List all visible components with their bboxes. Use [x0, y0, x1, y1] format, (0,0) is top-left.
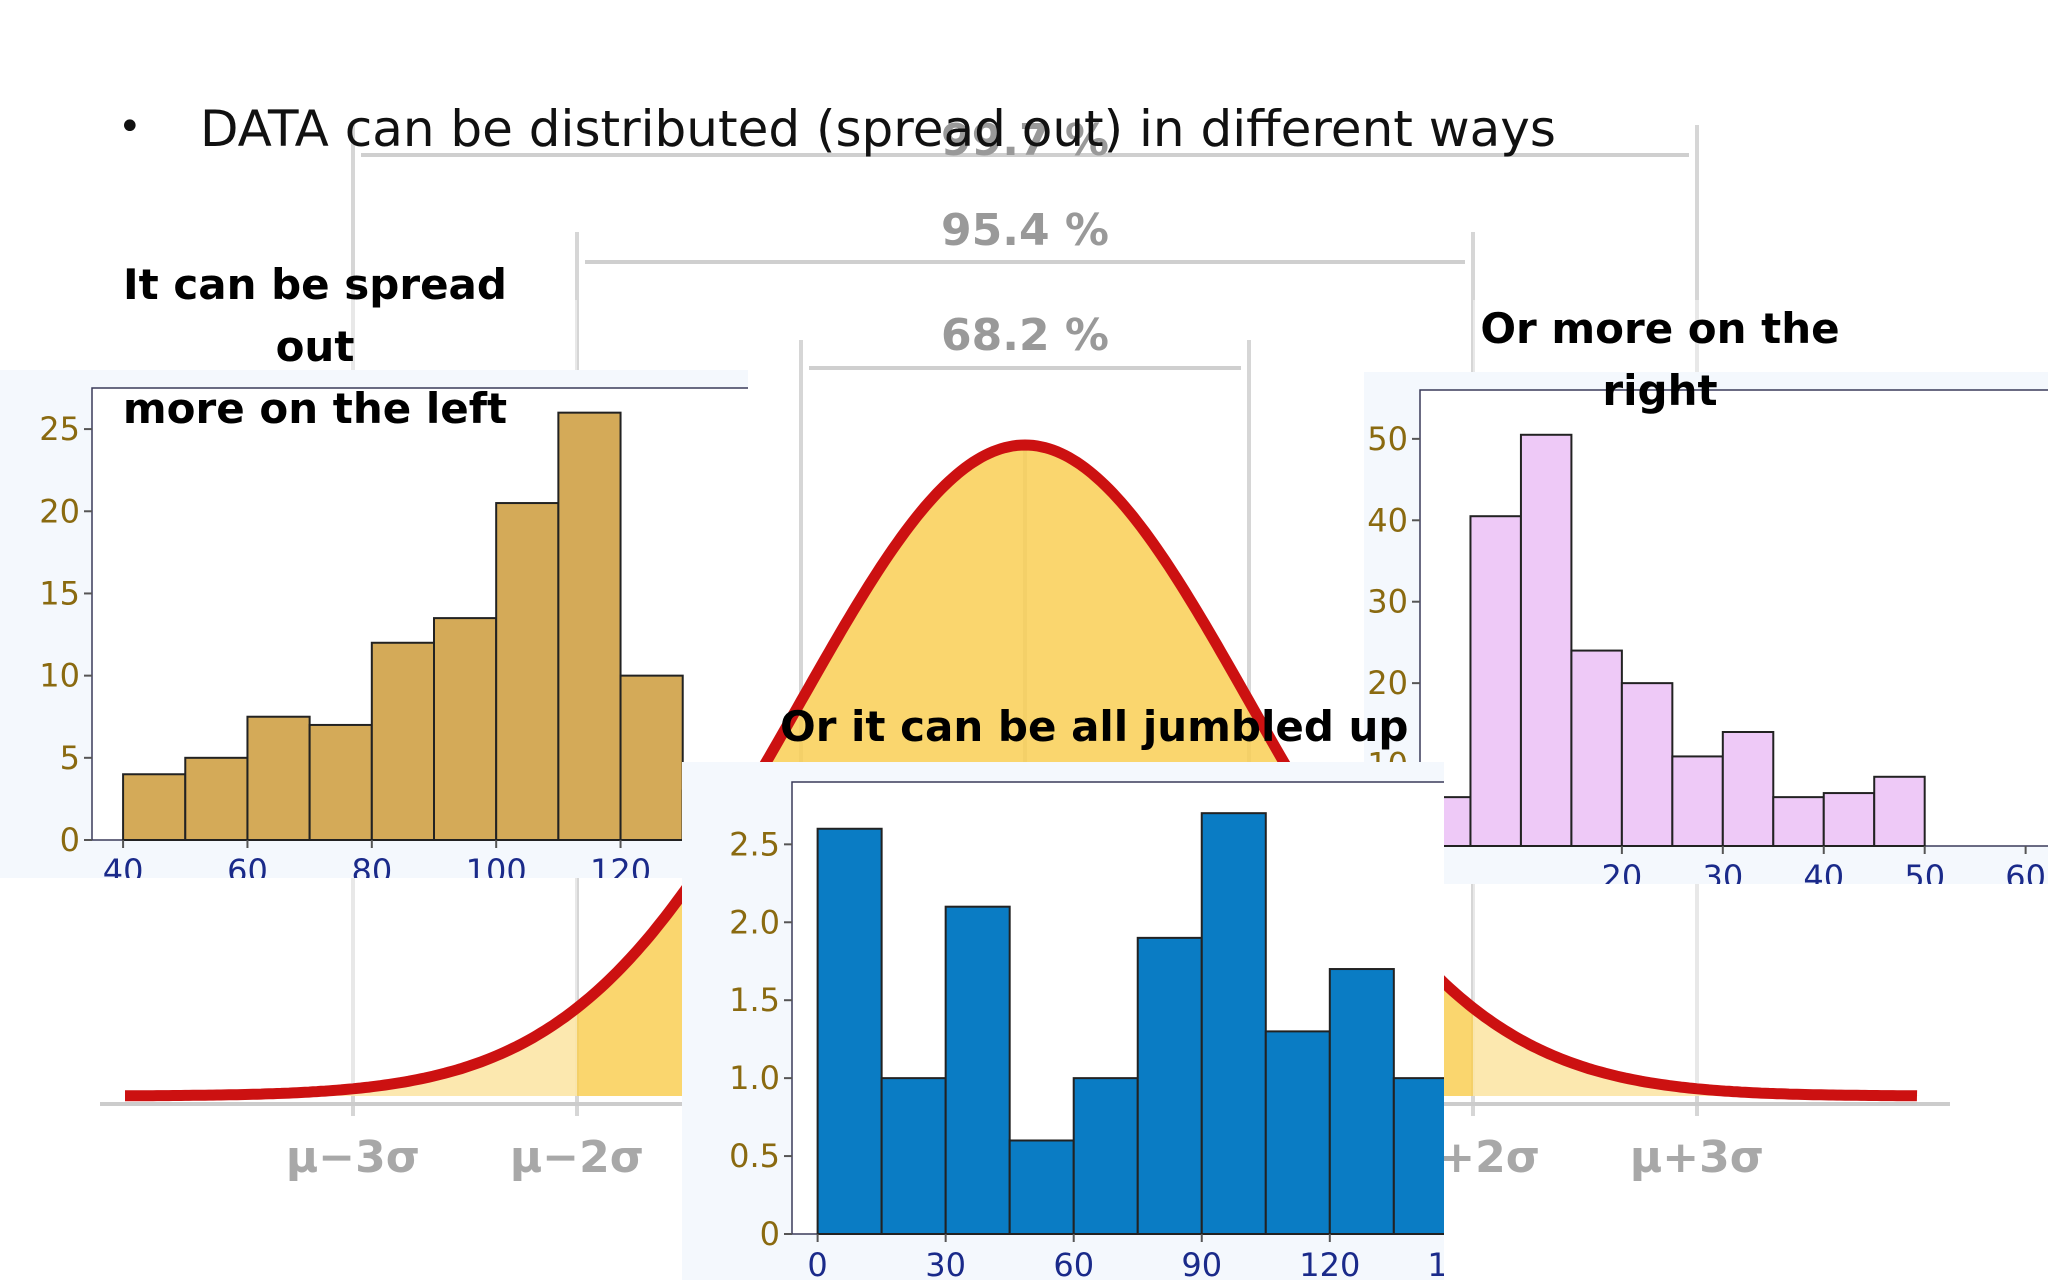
x-tick-label: 40 [103, 852, 144, 878]
x-tick-label: 30 [925, 1246, 966, 1280]
percent-label: 95.4 % [941, 205, 1109, 256]
y-tick-label: 15 [39, 574, 80, 612]
histogram-left-skewed: 0510152025406080100120140 [0, 370, 748, 878]
y-tick-label: 1.0 [729, 1059, 780, 1097]
caption-left: It can be spread out more on the left [122, 260, 508, 433]
sigma-label: μ+3σ [1630, 1132, 1764, 1183]
y-tick-label: 20 [39, 492, 80, 530]
y-tick-label: 2.0 [729, 903, 780, 941]
histogram-bar [122, 773, 187, 841]
y-tick-label: 10 [39, 657, 80, 695]
x-tick-label: 50 [1904, 858, 1945, 884]
x-tick-label: 0 [807, 1246, 827, 1280]
x-tick-label: 20 [1602, 858, 1643, 884]
histogram-bar [1072, 1077, 1139, 1236]
histogram-bar [370, 641, 435, 841]
histogram-bar [1136, 936, 1203, 1236]
y-tick-label: 1.5 [729, 981, 780, 1019]
x-tick-label: 60 [1053, 1246, 1094, 1280]
normal-labels: 99.7 %95.4 %68.2 %μ−3σ μ−2σ μ+2σ μ+3σ [286, 115, 1764, 1183]
x-tick-label: 120 [590, 852, 651, 878]
bullet-text: DATA can be distributed (spread out) in … [200, 100, 1556, 158]
y-tick-label: 30 [1367, 583, 1408, 621]
y-tick-label: 2.5 [729, 825, 780, 863]
histogram-bar [1620, 682, 1674, 847]
percent-label: 68.2 % [941, 310, 1109, 361]
y-tick-label: 50 [1367, 420, 1408, 458]
y-tick-label: 0 [60, 821, 80, 859]
histogram-bar [433, 617, 498, 841]
x-tick-label: 80 [351, 852, 392, 878]
x-tick-label: 30 [1702, 858, 1743, 884]
y-tick-label: 0.5 [729, 1137, 780, 1175]
histogram-bar [1721, 731, 1775, 847]
histogram-bar [1264, 1030, 1331, 1235]
x-tick-label: 90 [1181, 1246, 1222, 1280]
histogram-bar [1200, 812, 1267, 1235]
histogram-bar [1469, 515, 1522, 847]
sigma-label: μ−3σ [286, 1132, 420, 1183]
histogram-bar [1008, 1139, 1075, 1235]
x-tick-label: 60 [227, 852, 268, 878]
histogram-bar [816, 827, 883, 1236]
y-tick-label: 5 [60, 739, 80, 777]
histogram-bar [1570, 649, 1623, 848]
histogram-jumbled: 0 0.5 1.0 1.5 2.0 2.5 0 30 60 90 120 150 [682, 762, 1444, 1280]
histogram-bar [1671, 755, 1724, 847]
histogram-bar [308, 723, 373, 842]
bullet-symbol: • [118, 104, 142, 150]
caption-middle: Or it can be all jumbled up [780, 702, 1409, 751]
histogram-bar [1519, 433, 1573, 848]
histogram-right-skewed: 102030405002030405060 [1364, 372, 2048, 884]
x-tick-label: 120 [1299, 1246, 1360, 1280]
x-tick-label: 40 [1803, 858, 1844, 884]
y-tick-label: 25 [39, 410, 80, 448]
histogram-bar [1772, 796, 1825, 847]
x-tick-label: 60 [2005, 858, 2046, 884]
x-tick-label: 100 [466, 852, 527, 878]
histogram-bar [495, 502, 560, 842]
histogram-bar [1873, 775, 1926, 847]
histogram-bar [557, 411, 622, 842]
histogram-bar [619, 674, 684, 841]
histogram-bar [1392, 1077, 1444, 1236]
y-tick-label: 0 [760, 1215, 780, 1253]
caption-right: Or more on the right [1480, 304, 1840, 415]
histogram-bar [944, 905, 1011, 1235]
y-tick-label: 20 [1367, 664, 1408, 702]
percent-label: 99.7 % [941, 115, 1109, 166]
normal-curve-line [125, 439, 1918, 1102]
bullet-point: • DATA can be distributed (spread out) in… [118, 100, 1556, 158]
sigma-label: μ−2σ [510, 1132, 644, 1183]
y-tick-label: 40 [1367, 501, 1408, 539]
histogram-bar [1822, 792, 1876, 848]
histogram-bar [1328, 968, 1395, 1235]
histogram-bar [246, 715, 311, 841]
histogram-bar [184, 756, 249, 841]
x-tick-label: 150 [1427, 1246, 1444, 1280]
histogram-bar [880, 1077, 947, 1236]
